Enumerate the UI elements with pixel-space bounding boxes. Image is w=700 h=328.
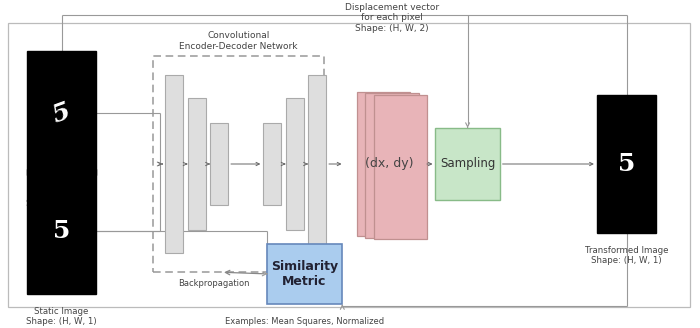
FancyBboxPatch shape [210,123,228,205]
FancyBboxPatch shape [27,169,96,294]
Text: Transformed Image
Shape: (H, W, 1): Transformed Image Shape: (H, W, 1) [584,246,668,265]
Text: Examples: Mean Squares, Normalized
Cross-Correlation: Examples: Mean Squares, Normalized Cross… [225,318,384,328]
Text: 5: 5 [618,152,635,176]
FancyBboxPatch shape [27,51,96,175]
Text: Backpropagation: Backpropagation [178,279,250,288]
FancyBboxPatch shape [357,92,410,236]
FancyBboxPatch shape [596,95,657,233]
FancyBboxPatch shape [374,95,427,239]
FancyBboxPatch shape [365,93,419,238]
FancyBboxPatch shape [267,243,342,304]
FancyBboxPatch shape [286,98,304,230]
Text: Displacement vector
for each pixel
Shape: (H, W, 2): Displacement vector for each pixel Shape… [345,3,439,33]
Text: 5: 5 [53,219,70,243]
Text: Static Image
Shape: (H, W, 1): Static Image Shape: (H, W, 1) [27,307,97,326]
Text: Similarity
Metric: Similarity Metric [271,260,338,288]
Text: 5: 5 [49,99,74,127]
FancyBboxPatch shape [263,123,281,205]
Text: Moving Image
Shape: (H, W, 1): Moving Image Shape: (H, W, 1) [27,189,97,208]
Text: Convolutional
Encoder-Decoder Network: Convolutional Encoder-Decoder Network [179,31,298,51]
FancyBboxPatch shape [435,128,500,200]
Text: Sampling: Sampling [440,157,496,171]
Text: (dx, dy): (dx, dy) [365,157,414,171]
FancyBboxPatch shape [188,98,206,230]
FancyBboxPatch shape [165,75,183,253]
FancyBboxPatch shape [308,75,326,253]
